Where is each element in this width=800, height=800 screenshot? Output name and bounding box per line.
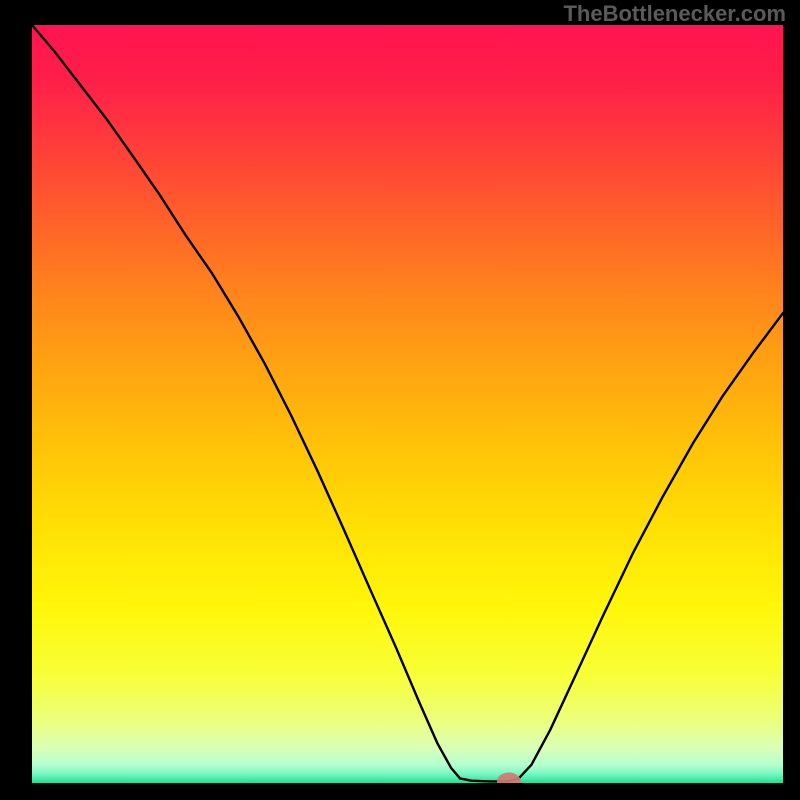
chart-container: TheBottlenecker.com bbox=[0, 0, 800, 800]
frame-right bbox=[783, 0, 800, 800]
frame-left bbox=[0, 0, 32, 800]
watermark-text: TheBottlenecker.com bbox=[563, 1, 786, 27]
frame-bottom bbox=[0, 783, 800, 800]
gradient-background bbox=[32, 25, 783, 783]
